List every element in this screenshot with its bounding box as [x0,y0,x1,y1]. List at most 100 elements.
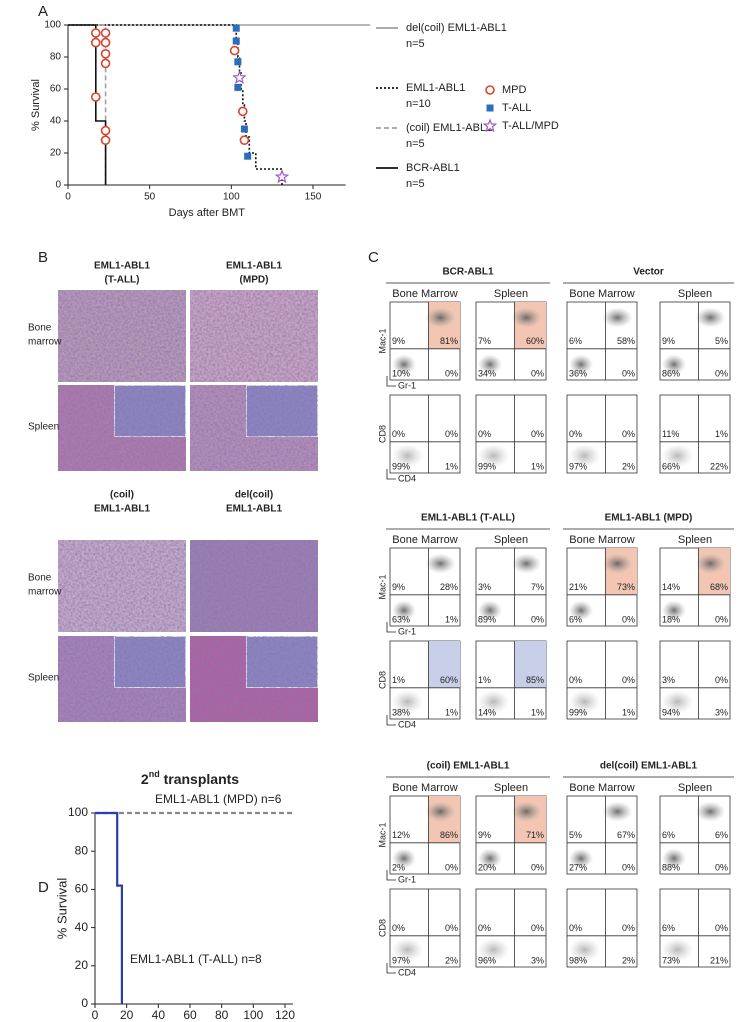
cell-cloud [695,307,726,328]
marker-circle [100,37,111,48]
series-label: EML1-ABL1 (T-ALL) n=8 [130,952,262,966]
axis-label: CD4 [398,719,416,729]
panel-letter: B [38,249,48,266]
histology-image [190,540,318,632]
x-tick-label: 20 [120,1008,134,1022]
quadrant-value: 1% [445,707,458,717]
y-axis-label: % Survival [54,878,69,940]
condition-title: EML1-ABL1 (T-ALL) [421,513,515,524]
plot-frame [659,888,731,968]
quadrant-value: 11% [662,429,679,439]
quadrant-value: 6% [715,830,728,840]
quadrant-value: 12% [392,830,410,840]
x-tick-label: 40 [152,1008,166,1022]
quadrant-value: 86% [662,368,680,378]
quadrant-value: 73% [617,582,635,592]
legend-label: (coil) EML1-ABL1 [406,122,492,134]
panel-letter: D [38,879,49,896]
panel-letter: A [38,3,48,20]
cell-cloud [662,848,686,869]
row-label: marrow [28,337,62,348]
cell-cloud [569,600,593,621]
cell-cloud [661,689,694,714]
axis-label: Gr-1 [398,874,416,884]
marker-circle [237,106,248,117]
quadrant-value: 1% [445,461,458,471]
quadrant-value: 10% [392,368,410,378]
y-tick-label: 20 [50,148,62,159]
quadrant-value: 3% [662,675,675,685]
histology-image [190,290,318,382]
y-tick-label: 40 [75,920,89,934]
legend-label: del(coil) EML1-ABL1 [406,22,507,34]
quadrant-value: 14% [662,582,680,592]
tissue-label: Spleen [494,534,528,546]
tissue-label: Bone Marrow [392,782,457,794]
quadrant-value: 5% [569,830,582,840]
quadrant-value: 1% [531,707,544,717]
quadrant-value: 36% [569,368,587,378]
row-label: Spleen [28,673,59,684]
row-label: Spleen [28,422,59,433]
quadrant-value: 0% [531,862,544,872]
y-tick-label: 0 [81,996,88,1010]
panel-letter: C [368,249,379,266]
legend-count: n=5 [406,138,425,150]
quadrant-value: 63% [392,614,410,624]
quadrant-value: 97% [392,955,410,965]
quadrant-value: 9% [392,582,405,592]
column-header: (T-ALL) [105,275,140,286]
axis-label: CD8 [377,671,387,689]
quadrant-value: 58% [617,336,635,346]
cell-cloud [511,553,542,574]
condition-title: (coil) EML1-ABL1 [427,761,510,772]
x-tick-label: 60 [183,1008,197,1022]
quadrant-value: 94% [662,707,680,717]
axis-label: Mac-1 [377,822,387,847]
column-header: (MPD) [240,275,269,286]
cell-cloud [602,553,633,574]
cell-cloud [425,801,456,822]
survival-line [68,24,107,185]
cell-cloud [391,937,424,962]
quadrant-value: 0% [445,862,458,872]
gate-highlight [428,641,460,688]
y-tick-label: 80 [75,843,89,857]
quadrant-value: 1% [392,675,405,685]
quadrant-value: 1% [622,707,635,717]
x-tick-label: 50 [144,192,156,203]
chart-title: 2nd transplants [141,769,239,786]
quadrant-value: 6% [569,614,582,624]
quadrant-value: 6% [662,830,675,840]
quadrant-value: 0% [715,862,728,872]
marker-circle [100,28,111,38]
cell-cloud [511,307,542,328]
quadrant-value: 0% [392,429,405,439]
quadrant-value: 0% [478,429,491,439]
y-tick-label: 20 [75,958,89,972]
quadrant-value: 68% [710,582,728,592]
y-axis-label: % Survival [30,79,42,131]
quadrant-value: 0% [445,368,458,378]
cell-cloud [477,443,510,468]
y-tick-label: 100 [68,805,88,819]
quadrant-value: 2% [445,955,458,965]
axis-label: Gr-1 [398,380,416,390]
tissue-label: Bone Marrow [569,288,634,300]
y-tick-label: 0 [55,180,61,191]
marker-square [234,83,242,91]
legend-label: BCR-ABL1 [406,162,460,174]
cell-cloud [695,553,726,574]
cell-cloud [391,443,424,468]
axis-label: CD4 [398,473,416,483]
cell-cloud [392,848,416,869]
quadrant-value: 0% [569,923,582,933]
quadrant-value: 0% [569,429,582,439]
marker-circle [229,45,240,56]
cell-cloud [392,600,416,621]
quadrant-value: 73% [662,955,680,965]
quadrant-value: 22% [710,461,728,471]
quadrant-value: 0% [715,923,728,933]
legend-marker [482,118,498,133]
